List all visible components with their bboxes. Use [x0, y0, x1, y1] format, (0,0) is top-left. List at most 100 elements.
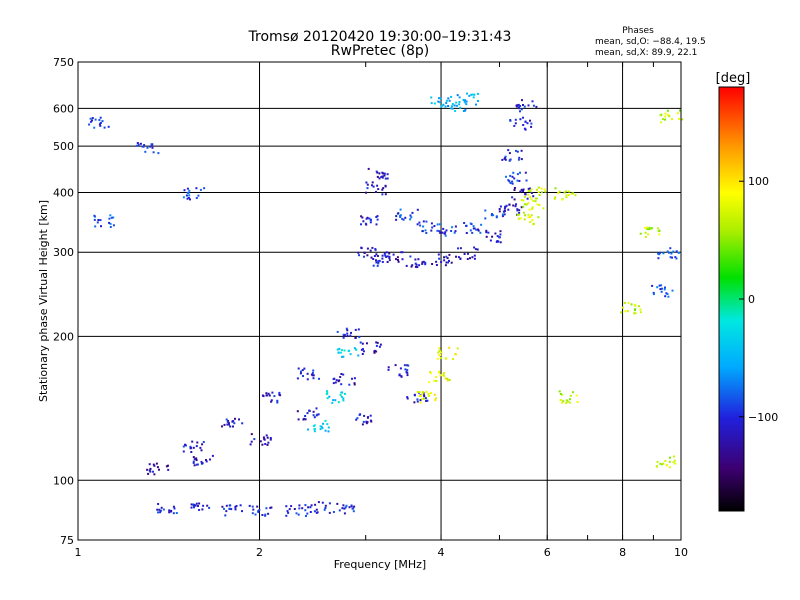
scatter-point	[149, 470, 152, 473]
x-axis-label: Frequency [MHz]	[334, 558, 426, 571]
scatter-point	[307, 506, 310, 509]
scatter-point	[262, 395, 265, 398]
scatter-point	[517, 103, 520, 106]
scatter-point	[535, 105, 538, 108]
scatter-point	[459, 257, 462, 260]
scatter-point	[508, 203, 511, 206]
scatter-point	[644, 236, 647, 238]
scatter-point	[261, 443, 264, 446]
scatter-point	[386, 255, 389, 258]
scatter-point	[195, 197, 198, 199]
scatter-point	[438, 97, 440, 100]
scatter-point	[568, 190, 571, 193]
scatter-point	[484, 209, 487, 212]
scatter-point	[98, 119, 101, 121]
scatter-point	[504, 205, 507, 208]
scatter-point	[279, 394, 282, 397]
scatter-point	[250, 440, 253, 443]
scatter-point	[339, 394, 342, 397]
scatter-point	[404, 216, 407, 219]
scatter-point	[431, 226, 434, 229]
scatter-point	[668, 456, 671, 459]
scatter-point	[223, 507, 225, 510]
scatter-point	[522, 211, 525, 214]
scatter-point	[399, 215, 402, 217]
scatter-point	[485, 235, 488, 238]
scatter-point	[661, 463, 663, 466]
scatter-point	[507, 179, 510, 182]
scatter-point	[101, 120, 104, 123]
scatter-point	[311, 371, 314, 374]
scatter-point	[295, 512, 298, 515]
x-tick-label: 6	[544, 546, 551, 559]
scatter-point	[430, 392, 432, 394]
scatter-point	[538, 194, 541, 196]
scatter-point	[471, 93, 474, 96]
scatter-point	[235, 505, 238, 507]
scatter-point	[519, 171, 521, 174]
scatter-point	[534, 197, 537, 200]
scatter-point	[186, 187, 189, 190]
scatter-point	[436, 223, 439, 226]
scatter-point	[451, 107, 454, 110]
scatter-point	[466, 258, 469, 260]
scatter-point	[518, 107, 521, 110]
scatter-point	[355, 418, 358, 421]
scatter-point	[524, 214, 527, 217]
scatter-point	[157, 503, 160, 505]
scatter-point	[137, 143, 140, 146]
scatter-point	[337, 351, 340, 354]
scatter-point	[377, 262, 380, 265]
scatter-point	[150, 143, 153, 146]
scatter-point	[313, 428, 316, 431]
scatter-point	[362, 350, 365, 353]
scatter-point	[426, 399, 429, 402]
scatter-point	[394, 364, 397, 367]
scatter-point	[239, 504, 242, 507]
scatter-point	[109, 222, 112, 225]
scatter-point	[381, 171, 384, 174]
scatter-point	[681, 118, 684, 121]
scatter-point	[401, 258, 404, 261]
scatter-point	[485, 231, 488, 234]
scatter-point	[380, 176, 383, 178]
scatter-point	[662, 252, 665, 255]
scatter-point	[566, 400, 569, 403]
scatter-point	[221, 425, 223, 428]
scatter-point	[668, 466, 671, 469]
scatter-point	[453, 231, 456, 234]
scatter-point	[401, 251, 404, 254]
scatter-point	[386, 261, 389, 263]
scatter-point	[424, 263, 427, 266]
stats-x-mode: mean, sd,X: 89.9, 22.1	[595, 48, 697, 58]
y-axis-label: Stationary phase Virtual Height [km]	[37, 200, 50, 402]
scatter-point	[529, 190, 532, 193]
scatter-point	[527, 104, 530, 107]
scatter-point	[209, 458, 211, 461]
scatter-point	[193, 464, 196, 467]
scatter-point	[361, 342, 364, 345]
scatter-point	[182, 445, 185, 448]
scatter-point	[519, 190, 522, 193]
scatter-point	[99, 121, 102, 124]
scatter-point	[360, 348, 363, 351]
scatter-point	[146, 468, 149, 471]
scatter-point	[557, 192, 560, 195]
scatter-point	[513, 189, 516, 191]
scatter-point	[649, 227, 651, 230]
scatter-point	[187, 196, 190, 199]
scatter-point	[152, 151, 155, 154]
scatter-point	[376, 175, 379, 178]
scatter-point	[414, 265, 417, 268]
scatter-point	[505, 204, 508, 207]
scatter-point	[108, 221, 111, 224]
scatter-point	[253, 438, 256, 441]
scatter-point	[360, 223, 362, 226]
scatter-point	[234, 505, 237, 508]
scatter-point	[448, 378, 451, 381]
scatter-point	[354, 328, 357, 331]
scatter-point	[620, 311, 623, 314]
scatter-point	[172, 505, 175, 508]
scatter-point	[340, 373, 343, 375]
scatter-point	[287, 511, 290, 514]
